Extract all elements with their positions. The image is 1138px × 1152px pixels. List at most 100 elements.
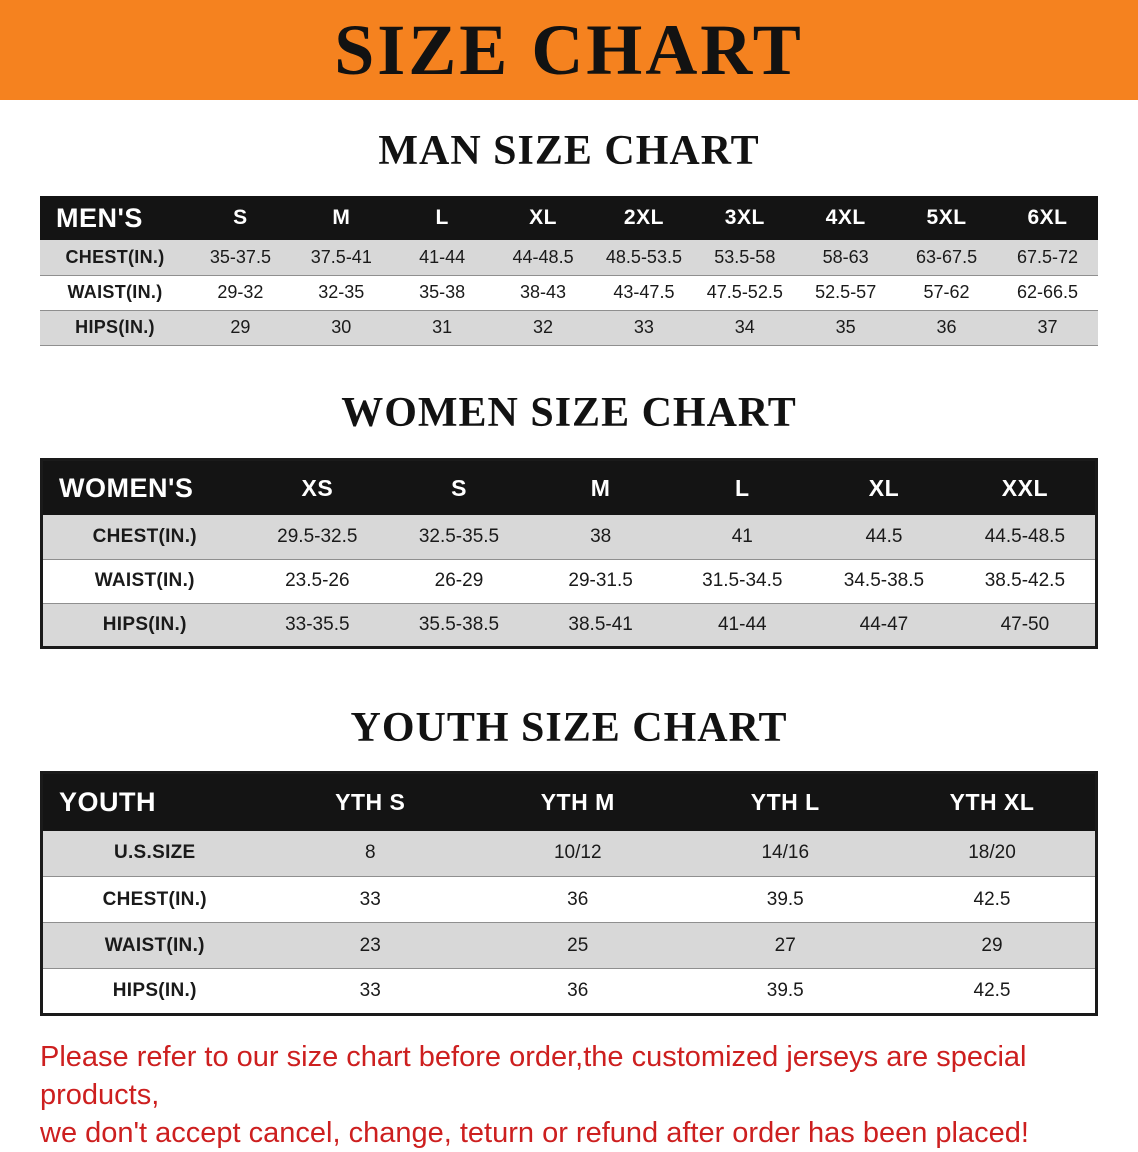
mens-value-cell: 34 <box>734 317 755 338</box>
mens-value-cell: 29-32 <box>217 282 264 303</box>
youth-title-cell: YOUTH <box>41 772 267 831</box>
mens-row: WAIST(IN.) 29-32 32-35 35-38 38-43 43-47.5 47.… <box>40 275 1098 311</box>
youth-value-cell: 8 <box>364 842 376 864</box>
womens-header-row: WOMEN'S XS S M L XL XXL <box>41 459 1097 516</box>
womens-value-cell: 32.5-35.5 <box>418 526 500 548</box>
page-title: SIZE CHART <box>334 10 804 90</box>
mens-value-cell: 30 <box>331 317 352 338</box>
mens-header-row: MEN'S S M L XL 2XL 3XL 4XL 5XL 6XL <box>40 196 1098 241</box>
women-size-heading: WOMEN SIZE CHART <box>341 389 797 436</box>
mens-value-cell: 35 <box>835 317 856 338</box>
womens-row: WAIST(IN.) 23.5-26 26-29 29-31.5 31.5-34.5 34… <box>41 559 1097 604</box>
womens-value-cell: 29-31.5 <box>568 570 633 592</box>
youth-value-cell: 27 <box>774 934 796 956</box>
mens-size-header: M <box>290 196 392 241</box>
mens-size-header: 4XL <box>795 196 897 241</box>
mens-row-label: CHEST(IN.) <box>65 246 165 267</box>
mens-size-header: 3XL <box>694 196 796 241</box>
man-size-section: MAN SIZE CHART MEN'S S M L XL 2XL 3XL 4XL 5XL 6XL… <box>40 128 1098 346</box>
womens-value-cell: 44.5-48.5 <box>984 526 1066 548</box>
mens-value-cell: 41-44 <box>419 246 466 267</box>
womens-value-cell: 44-47 <box>859 613 909 635</box>
youth-value-cell: 39.5 <box>766 888 804 910</box>
youth-row-label: U.S.SIZE <box>113 842 196 864</box>
youth-row-label: WAIST(IN.) <box>104 934 205 956</box>
youth-size-heading: YOUTH SIZE CHART <box>350 704 788 751</box>
youth-value-cell: 33 <box>359 888 381 910</box>
womens-row-label: WAIST(IN.) <box>94 570 195 592</box>
womens-value-cell: 29.5-32.5 <box>277 526 358 548</box>
disclaimer-line-1: Please refer to our size chart before or… <box>40 1041 1027 1112</box>
disclaimer-line-2: we don't accept cancel, change, teturn o… <box>40 1117 1029 1150</box>
womens-row: CHEST(IN.) 29.5-32.5 32.5-35.5 38 41 44.5 44.5… <box>41 515 1097 560</box>
youth-header-row: YOUTH YTH S YTH M YTH L YTH XL <box>41 772 1097 831</box>
womens-size-header: S <box>388 459 530 516</box>
mens-size-table: MEN'S S M L XL 2XL 3XL 4XL 5XL 6XL CHEST(IN.) 35-37… <box>40 196 1098 346</box>
man-size-heading: MAN SIZE CHART <box>378 128 760 174</box>
womens-size-header: M <box>529 459 672 516</box>
disclaimer: Please refer to our size chart before or… <box>40 1038 1108 1152</box>
mens-value-cell: 67.5-72 <box>1016 246 1079 267</box>
mens-value-cell: 63-67.5 <box>916 246 978 267</box>
youth-row: U.S.SIZE 8 10/12 14/16 18/20 <box>41 830 1097 877</box>
youth-row-label: CHEST(IN.) <box>102 888 207 910</box>
youth-value-cell: 36 <box>567 888 589 910</box>
youth-size-header: YTH S <box>266 772 474 831</box>
women-size-section: WOMEN SIZE CHART WOMEN'S XS S M L XL XXL CHEST(… <box>40 390 1098 649</box>
mens-size-header: XL <box>492 196 594 241</box>
womens-value-cell: 34.5-38.5 <box>843 570 925 592</box>
mens-value-cell: 47.5-52.5 <box>706 282 783 303</box>
youth-value-cell: 18/20 <box>968 842 1016 864</box>
mens-row: CHEST(IN.) 35-37.5 37.5-41 41-44 44-48.5 48.5… <box>40 240 1098 276</box>
mens-value-cell: 52.5-57 <box>815 282 877 303</box>
mens-value-cell: 62-66.5 <box>1016 282 1079 303</box>
youth-value-cell: 10/12 <box>553 842 602 864</box>
youth-size-header: YTH M <box>474 772 682 831</box>
mens-value-cell: 43-47.5 <box>613 282 675 303</box>
youth-value-cell: 29 <box>981 934 1003 956</box>
mens-size-header: 6XL <box>997 196 1098 241</box>
mens-value-cell: 37 <box>1037 317 1058 338</box>
womens-value-cell: 33-35.5 <box>285 613 350 635</box>
mens-value-cell: 53.5-58 <box>714 246 776 267</box>
mens-title-cell: MEN'S <box>40 196 190 241</box>
womens-value-cell: 38 <box>590 526 612 548</box>
womens-value-cell: 38.5-42.5 <box>984 570 1066 592</box>
youth-size-header: YTH L <box>681 772 889 831</box>
womens-size-table: WOMEN'S XS S M L XL XXL CHEST(IN.) 29.5-32.5 32.5… <box>40 457 1098 649</box>
mens-size-header: L <box>391 196 493 241</box>
youth-row: HIPS(IN.) 33 36 39.5 42.5 <box>41 968 1097 1015</box>
youth-value-cell: 14/16 <box>761 842 810 864</box>
youth-value-cell: 42.5 <box>973 888 1011 910</box>
mens-size-header: S <box>190 196 291 241</box>
youth-value-cell: 33 <box>359 980 381 1002</box>
youth-row: WAIST(IN.) 23 25 27 29 <box>41 922 1097 969</box>
womens-row-label: HIPS(IN.) <box>102 613 187 635</box>
mens-value-cell: 32-35 <box>318 282 365 303</box>
womens-size-header: XS <box>246 459 389 516</box>
youth-size-section: YOUTH SIZE CHART YOUTH YTH S YTH M YTH L YTH… <box>40 704 1098 1017</box>
mens-value-cell: 32 <box>533 317 554 338</box>
womens-size-header: L <box>671 459 814 516</box>
womens-row-label: CHEST(IN.) <box>92 526 197 548</box>
mens-value-cell: 48.5-53.5 <box>605 246 682 267</box>
mens-value-cell: 58-63 <box>822 246 869 267</box>
youth-row: CHEST(IN.) 33 36 39.5 42.5 <box>41 876 1097 923</box>
youth-row-label: HIPS(IN.) <box>112 980 197 1002</box>
mens-value-cell: 36 <box>936 317 957 338</box>
mens-value-cell: 29 <box>230 317 251 338</box>
mens-row: HIPS(IN.) 29 30 31 32 33 34 35 36 37 <box>40 310 1098 346</box>
youth-size-header: YTH XL <box>889 772 1097 831</box>
womens-title-cell: WOMEN'S <box>41 459 247 516</box>
mens-row-label: WAIST(IN.) <box>67 282 163 303</box>
womens-value-cell: 47-50 <box>1000 613 1050 635</box>
mens-value-cell: 37.5-41 <box>310 246 372 267</box>
womens-row: HIPS(IN.) 33-35.5 35.5-38.5 38.5-41 41-44 44-… <box>41 603 1097 648</box>
mens-value-cell: 57-62 <box>923 282 970 303</box>
youth-value-cell: 36 <box>567 980 589 1002</box>
womens-value-cell: 26-29 <box>434 570 484 592</box>
mens-row-label: HIPS(IN.) <box>75 317 155 338</box>
womens-value-cell: 35.5-38.5 <box>418 613 500 635</box>
mens-value-cell: 44-48.5 <box>512 246 574 267</box>
